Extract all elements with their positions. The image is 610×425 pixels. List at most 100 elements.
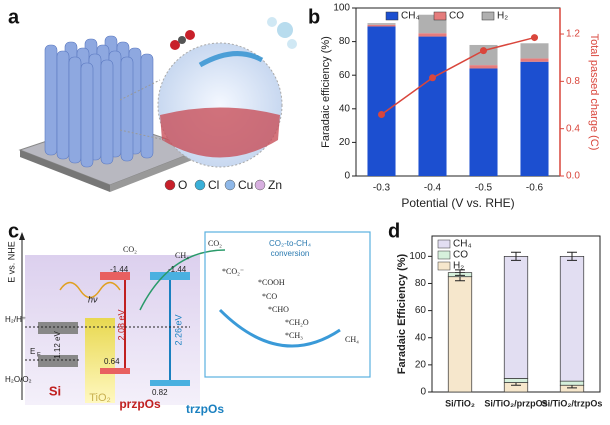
- line-point: [531, 34, 538, 42]
- nanowire: [80, 62, 94, 168]
- conversion-box: [204, 231, 371, 378]
- legend-label: Cu: [238, 178, 253, 192]
- legend-label: H₂: [453, 261, 464, 272]
- bar-segment: [469, 44, 498, 66]
- panel-a: O Cl Cu Zn: [18, 17, 297, 192]
- bar-segment: [503, 378, 529, 383]
- error-bar: [511, 251, 521, 261]
- diagram-label: 0.82: [152, 388, 168, 397]
- y2-tick-label: 0.8: [566, 76, 580, 87]
- y2-tick-label: 0.4: [566, 123, 580, 134]
- y-tick-label: 0: [420, 387, 426, 398]
- legend-label: Zn: [268, 178, 282, 192]
- panel-label: b: [308, 6, 320, 28]
- legend-marker: [254, 179, 266, 191]
- y-axis-label: Faradaic efficiency (%): [320, 36, 332, 148]
- legend-label: CH₄: [453, 239, 472, 250]
- x-axis-label: Potential (V vs. RHE): [401, 196, 514, 210]
- bar-segment: [520, 61, 549, 177]
- y-tick-label: 0: [344, 171, 350, 182]
- step-label: *CH₂O: [285, 318, 309, 327]
- bar-segment: [367, 26, 396, 177]
- bar-segment: [559, 255, 585, 382]
- step-label: CH₄: [345, 335, 359, 344]
- diagram-label: przpOs: [119, 397, 161, 411]
- diagram-label: CO₂-to-CH₄: [269, 239, 311, 248]
- bar-segment: [503, 255, 529, 379]
- bar-segment: [520, 43, 549, 59]
- nanowire: [120, 56, 134, 162]
- y-tick-label: 20: [415, 360, 427, 371]
- legend-label: CH₄: [401, 11, 420, 22]
- y2-tick-label: 1.2: [566, 29, 580, 40]
- nanowire: [140, 53, 154, 159]
- diagram-label: CO₂: [208, 239, 222, 248]
- diagram-label: 2.08 eV: [116, 309, 126, 340]
- diagram-label: 1.12 eV: [53, 331, 62, 359]
- bar-segment: [367, 23, 396, 25]
- x-tick-label: -0.3: [373, 183, 391, 194]
- line-point: [378, 110, 385, 118]
- bar-segment: [418, 33, 447, 37]
- panel-c: [19, 231, 371, 405]
- legend-swatch: [433, 11, 447, 21]
- y-axis-label: Faradaic Efficiency (%): [396, 253, 408, 374]
- nanowire: [100, 59, 114, 165]
- bar-segment: [367, 24, 396, 27]
- y2-tick-label: 0.0: [566, 171, 580, 182]
- legend-label: H₂: [497, 11, 508, 22]
- diagram-label: -1.44: [110, 265, 129, 274]
- prz-cb: [100, 272, 130, 280]
- bar-segment: [447, 276, 473, 393]
- step-label: *COOH: [258, 278, 285, 287]
- tio2: [85, 318, 115, 403]
- diagram-label: TiO₂: [89, 392, 111, 404]
- legend-swatch: [385, 11, 399, 21]
- legend-label: CO: [449, 11, 464, 22]
- prz-vb: [100, 368, 130, 374]
- diagram-label: 0.64: [104, 357, 120, 366]
- diagram-label: -1.44: [168, 265, 187, 274]
- x-tick-label: Si/TiO₂: [445, 398, 475, 408]
- line-point: [429, 74, 436, 82]
- line-point: [480, 47, 487, 55]
- y-tick-label: 40: [415, 332, 427, 343]
- light: [59, 281, 121, 299]
- legend-marker: [194, 179, 206, 191]
- x-tick-label: -0.4: [424, 183, 442, 194]
- diagram-label: Si: [49, 383, 61, 398]
- bar-segment: [469, 65, 498, 69]
- nanowire: [44, 44, 58, 156]
- arrow: [218, 308, 341, 348]
- legend-label: O: [178, 178, 187, 192]
- legend-label: Cl: [208, 178, 219, 192]
- legend-swatch: [437, 261, 451, 271]
- diagram-label: H₂/H⁺: [5, 315, 26, 324]
- step-label: *CHO: [268, 305, 289, 314]
- legend-swatch: [481, 11, 495, 21]
- si-vb: [38, 355, 78, 367]
- x-tick-label: -0.6: [526, 183, 544, 194]
- bar-segment: [559, 380, 585, 386]
- nanowire: [56, 50, 70, 160]
- diagram-label: E: [30, 347, 35, 356]
- trz-cb: [150, 272, 190, 280]
- legend-label: CO: [453, 250, 468, 261]
- step-label: *CO₂⁻: [222, 267, 244, 276]
- trz-vb: [150, 380, 190, 386]
- y-tick-label: 20: [339, 137, 351, 148]
- y-tick-label: 80: [339, 36, 351, 47]
- diagram-label: H₂O/O₂: [5, 375, 32, 384]
- y-tick-label: 60: [339, 70, 351, 81]
- panel-label: a: [8, 6, 20, 28]
- y-tick-label: 100: [333, 3, 350, 14]
- panel-label: d: [388, 220, 400, 242]
- y-tick-label: 100: [409, 251, 426, 262]
- diagram-label: conversion: [271, 249, 310, 258]
- diagram-label: CO₂: [123, 245, 137, 254]
- nanowire: [68, 56, 82, 164]
- diagram-label: F: [37, 353, 41, 359]
- x-tick-label: Si/TiO₂/trzpOs: [542, 398, 603, 408]
- panel-label: c: [8, 220, 19, 242]
- arrow: [139, 249, 226, 311]
